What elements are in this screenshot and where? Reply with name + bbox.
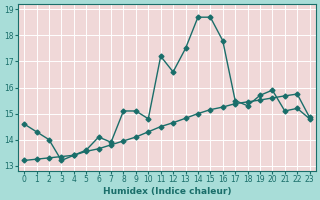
X-axis label: Humidex (Indice chaleur): Humidex (Indice chaleur) xyxy=(103,187,231,196)
